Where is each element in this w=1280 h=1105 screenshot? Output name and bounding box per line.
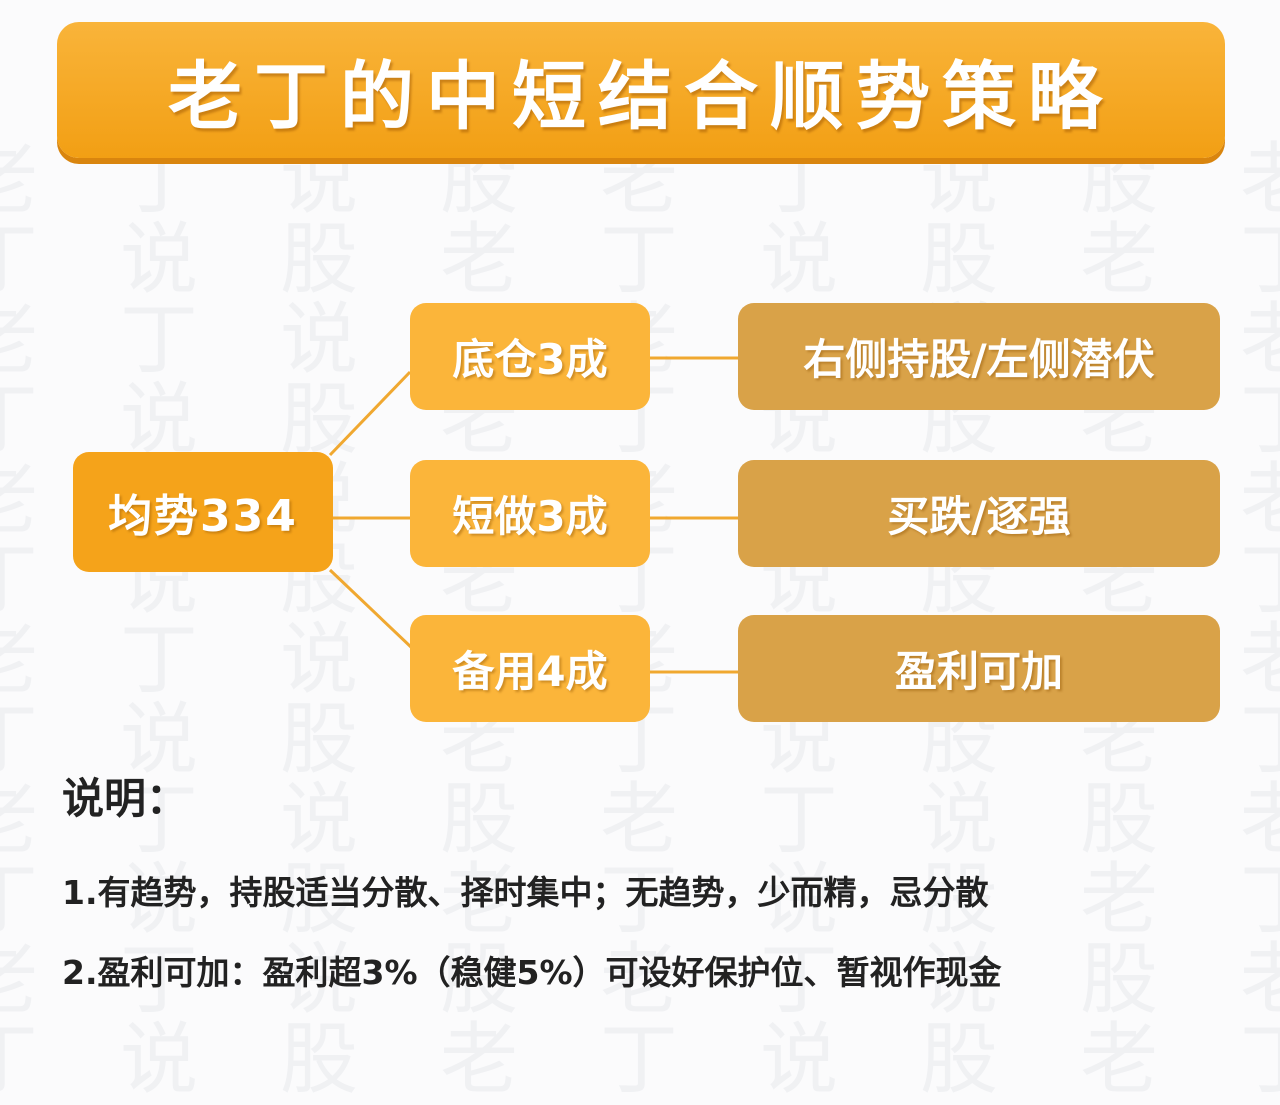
connectors xyxy=(328,356,738,674)
note-line-2: 2.盈利可加：盈利超3%（稳健5%）可设好保护位、暂视作现金 xyxy=(62,953,1002,992)
detail-node-base: 右侧持股/左侧潜伏 xyxy=(738,303,1220,410)
root-node: 均势334 xyxy=(73,452,333,572)
notes-heading: 说明： xyxy=(62,774,189,823)
branch-node-reserve: 备用4成 xyxy=(410,615,650,722)
detail-node-short: 买跌/逐强 xyxy=(738,460,1220,567)
connector-root-1 xyxy=(328,370,412,457)
connector-root-3 xyxy=(328,568,414,650)
note-line-1: 1.有趋势，持股适当分散、择时集中；无趋势，少而精，忌分散 xyxy=(62,873,989,912)
branch-node-base: 底仓3成 xyxy=(410,303,650,410)
branch-node-short: 短做3成 xyxy=(410,460,650,567)
page-title: 老丁的中短结合顺势策略 xyxy=(57,22,1225,158)
detail-node-reserve: 盈利可加 xyxy=(738,615,1220,722)
